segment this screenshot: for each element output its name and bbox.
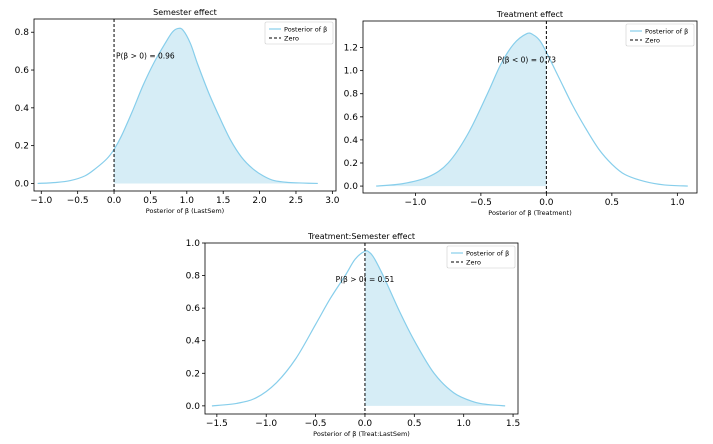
y-tick-label: 0.6	[186, 304, 201, 314]
y-tick-label: 0.2	[344, 159, 358, 169]
y-tick-label: 0.0	[344, 182, 359, 192]
x-tick-label: −1.0	[30, 196, 52, 206]
x-tick-label: 0.5	[407, 419, 421, 429]
y-tick-label: 0.2	[15, 142, 29, 152]
y-tick-label: 0.4	[186, 337, 201, 347]
x-tick-label: 1.0	[457, 419, 472, 429]
posterior-density-curve	[37, 27, 318, 185]
x-tick-label: −1.5	[206, 419, 228, 429]
y-tick-label: 0.6	[344, 113, 359, 123]
probability-annotation: P(β > 0) = 0.96	[116, 52, 175, 61]
chart-title: Treatment:Semester effect	[307, 232, 415, 241]
x-tick-label: 0.0	[107, 196, 122, 206]
x-tick-label: −0.5	[305, 419, 327, 429]
x-tick-label: 0.5	[605, 198, 619, 208]
posterior-density-curve	[376, 32, 688, 187]
shaded-probability-area	[364, 251, 506, 406]
y-tick-label: 0.8	[344, 90, 359, 100]
x-tick-label: 0.0	[358, 419, 373, 429]
x-tick-label: 2.5	[289, 196, 303, 206]
y-tick-label: 0.4	[15, 104, 30, 114]
x-tick-label: 0.5	[143, 196, 157, 206]
legend-label-posterior: Posterior of β	[645, 27, 688, 35]
y-tick-label: 0.4	[344, 136, 359, 146]
legend-box	[625, 23, 695, 47]
shaded-probability-area	[376, 33, 547, 187]
y-tick-label: 0.0	[15, 179, 30, 189]
plot-frame	[33, 18, 337, 192]
x-tick-label: −0.5	[470, 198, 492, 208]
plot-frame	[204, 242, 519, 415]
legend-label-posterior: Posterior of β	[284, 25, 327, 33]
shaded-probability-area	[114, 28, 318, 184]
legend-box	[264, 21, 334, 45]
x-tick-label: 2.0	[252, 196, 267, 206]
chart-panel-3: −1.5 −1.0 −0.5 0.0 0.5 1.0 1.5 0.0 0.2 0.4 0.6 0.8 1…	[186, 232, 521, 438]
y-tick-label: 1.0	[344, 67, 359, 77]
legend-box	[446, 245, 516, 269]
legend-label-posterior: Posterior of β	[466, 249, 509, 257]
x-axis-title: Posterior of β (LastSem)	[146, 207, 224, 215]
x-tick-label: −0.5	[67, 196, 89, 206]
y-tick-label: 0.8	[186, 272, 201, 282]
chart-title: Semester effect	[153, 8, 217, 17]
chart-panel-2: −1.0 −0.5 0.0 0.5 1.0 0.0 0.2 0.4 0.6 0.8 1.0 1.2 Tr…	[344, 10, 698, 217]
x-tick-label: −1.0	[255, 419, 277, 429]
x-tick-label: 1.5	[506, 419, 520, 429]
x-tick-label: 1.5	[216, 196, 230, 206]
legend-label-zero: Zero	[284, 34, 299, 42]
y-tick-label: 0.6	[15, 66, 30, 76]
x-tick-label: 0.0	[539, 198, 554, 208]
x-tick-label: 1.0	[180, 196, 195, 206]
x-tick-label: −1.0	[404, 198, 426, 208]
x-tick-label: 1.0	[670, 198, 685, 208]
chart-panel-1: −1.0 −0.5 0.0 0.5 1.0 1.5 2.0 2.5 3.0 0.0 0.2 0.4 0.…	[15, 8, 340, 215]
y-tick-label: 1.2	[344, 44, 358, 54]
posterior-density-curve	[211, 250, 506, 407]
y-tick-label: 0.0	[186, 402, 201, 412]
chart-title: Treatment effect	[496, 10, 563, 19]
y-tick-label: 1.0	[186, 239, 201, 249]
x-axis-title: Posterior of β (Treatment)	[488, 209, 571, 217]
x-tick-label: 3.0	[325, 196, 340, 206]
x-axis-title: Posterior of β (Treat:LastSem)	[313, 430, 410, 438]
plot-frame	[362, 20, 698, 194]
y-tick-label: 0.2	[186, 369, 200, 379]
legend-label-zero: Zero	[645, 36, 660, 44]
probability-annotation: P(β < 0) = 0.73	[497, 56, 556, 65]
y-tick-label: 0.8	[15, 28, 30, 38]
probability-annotation: P(β > 0) = 0.51	[336, 275, 395, 284]
legend-label-zero: Zero	[466, 258, 481, 266]
